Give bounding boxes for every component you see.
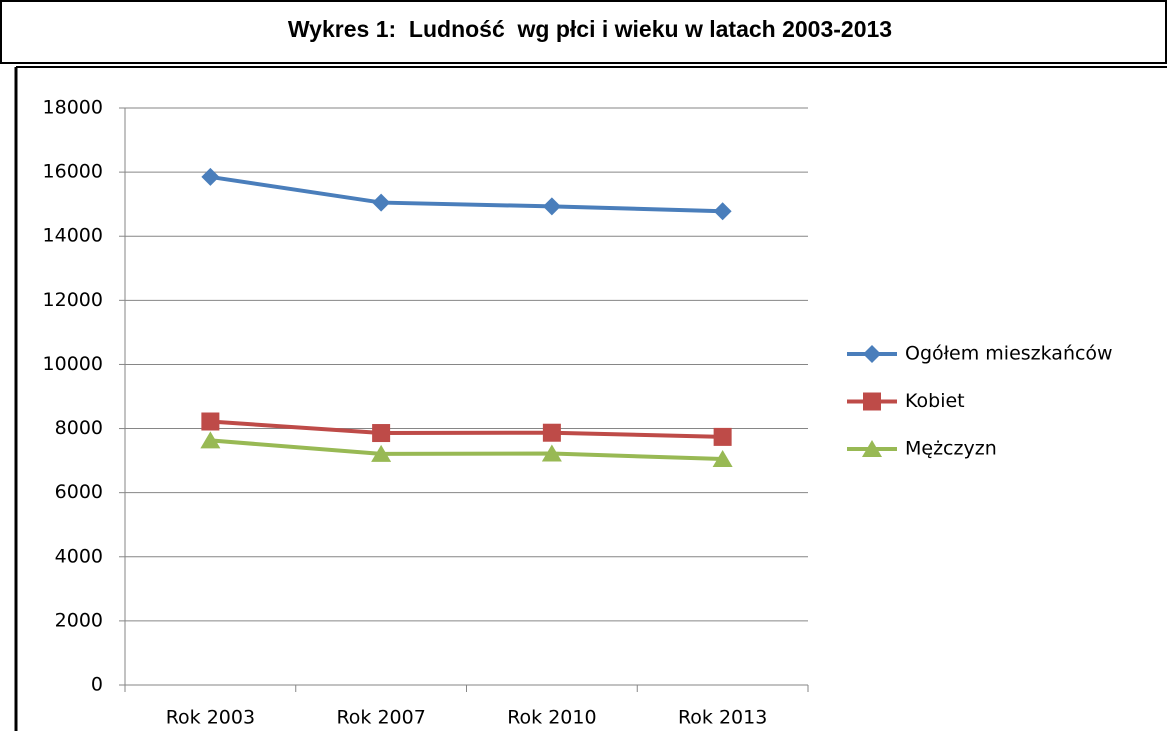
legend-label: Ogółem mieszkańców xyxy=(905,343,1113,365)
x-tick-label: Rok 2003 xyxy=(166,707,255,729)
marker xyxy=(201,167,220,186)
x-tick-label: Rok 2010 xyxy=(507,707,596,729)
marker xyxy=(372,193,391,212)
legend-marker xyxy=(863,392,881,411)
title-box xyxy=(0,0,1167,64)
y-tick-label: 2000 xyxy=(55,609,103,631)
legend-label: Mężczyzn xyxy=(905,438,997,460)
y-tick-label: 0 xyxy=(91,674,103,696)
y-tick-label: 16000 xyxy=(43,161,103,183)
series-line xyxy=(210,419,723,439)
y-tick-label: 10000 xyxy=(43,353,103,375)
marker xyxy=(713,202,732,221)
chart-title: Wykres 1: Ludność wg płci i wieku w lata… xyxy=(288,16,892,42)
series-line xyxy=(210,174,723,214)
marker xyxy=(542,197,561,216)
x-tick-label: Rok 2007 xyxy=(336,707,425,729)
y-tick-label: 8000 xyxy=(55,417,103,439)
marker xyxy=(200,431,221,449)
marker xyxy=(712,450,733,468)
legend-label: Kobiet xyxy=(905,390,965,412)
series-line xyxy=(210,438,723,462)
marker xyxy=(713,427,732,446)
legend-marker xyxy=(862,440,882,457)
y-tick-label: 18000 xyxy=(43,97,103,119)
y-tick-label: 6000 xyxy=(55,481,103,503)
marker xyxy=(201,412,220,431)
y-tick-label: 14000 xyxy=(43,225,103,247)
y-tick-label: 12000 xyxy=(43,289,103,311)
marker xyxy=(542,423,561,442)
y-tick-label: 4000 xyxy=(55,545,103,567)
legend-marker xyxy=(863,345,881,363)
x-tick-label: Rok 2013 xyxy=(678,707,767,729)
marker xyxy=(371,444,392,462)
marker xyxy=(372,424,391,443)
marker xyxy=(541,444,562,462)
